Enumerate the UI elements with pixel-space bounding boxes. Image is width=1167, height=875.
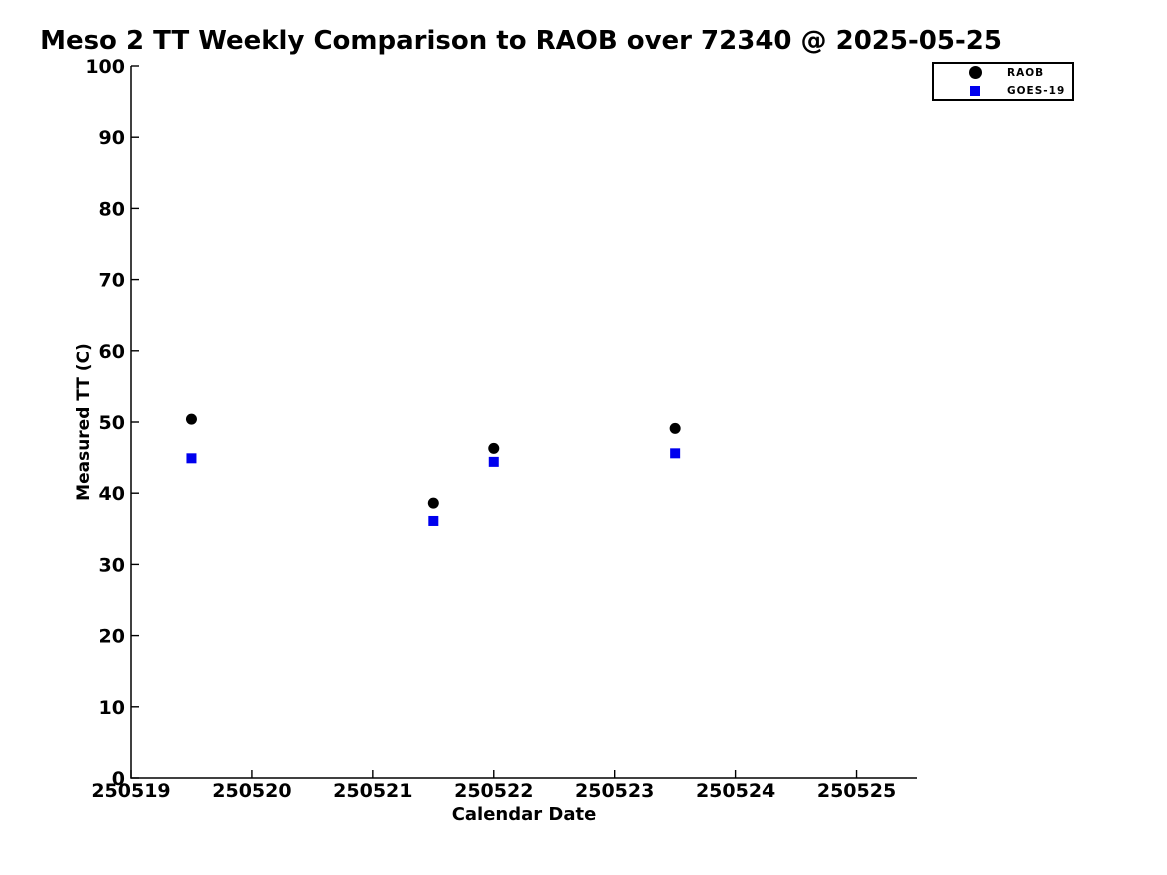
data-point-raob xyxy=(185,413,197,425)
y-tick-label: 100 xyxy=(85,56,125,78)
legend-label: RAOB xyxy=(1007,66,1045,79)
y-tick-label: 80 xyxy=(99,198,125,220)
data-point-raob xyxy=(488,442,500,454)
y-tick-label: 40 xyxy=(99,483,125,505)
y-tick-label: 90 xyxy=(99,127,125,149)
y-tick-label: 70 xyxy=(99,270,125,292)
legend-label: GOES-19 xyxy=(1007,84,1066,97)
legend-circle-marker-icon xyxy=(968,66,982,80)
x-tick-label: 250522 xyxy=(454,780,533,802)
y-tick-label: 0 xyxy=(112,768,125,790)
x-axis-label: Calendar Date xyxy=(451,804,597,825)
x-tick-label: 250520 xyxy=(212,780,291,802)
x-tick-label: 250524 xyxy=(696,780,775,802)
data-point-goes-19 xyxy=(428,515,439,526)
y-axis-label: Measured TT (C) xyxy=(74,343,94,501)
legend-item-raob: RAOB xyxy=(934,64,1072,81)
data-point-raob xyxy=(669,422,681,434)
data-point-goes-19 xyxy=(670,448,681,459)
y-tick-label: 50 xyxy=(99,412,125,434)
legend-item-goes-19: GOES-19 xyxy=(934,82,1072,99)
data-point-goes-19 xyxy=(186,453,197,464)
y-tick-label: 30 xyxy=(99,554,125,576)
y-tick-label: 10 xyxy=(99,697,125,719)
data-point-raob xyxy=(427,497,439,509)
y-tick-label: 60 xyxy=(99,341,125,363)
x-tick-label: 250521 xyxy=(333,780,412,802)
data-point-goes-19 xyxy=(488,456,499,467)
y-tick-label: 20 xyxy=(99,626,125,648)
x-tick-label: 250519 xyxy=(91,780,170,802)
legend-box: RAOB GOES-19 xyxy=(932,62,1074,101)
axis-spines xyxy=(130,66,917,779)
x-tick-label: 250525 xyxy=(817,780,896,802)
legend-square-marker-icon xyxy=(968,84,982,98)
chart-title: Meso 2 TT Weekly Comparison to RAOB over… xyxy=(40,26,1002,56)
x-tick-label: 250523 xyxy=(575,780,654,802)
